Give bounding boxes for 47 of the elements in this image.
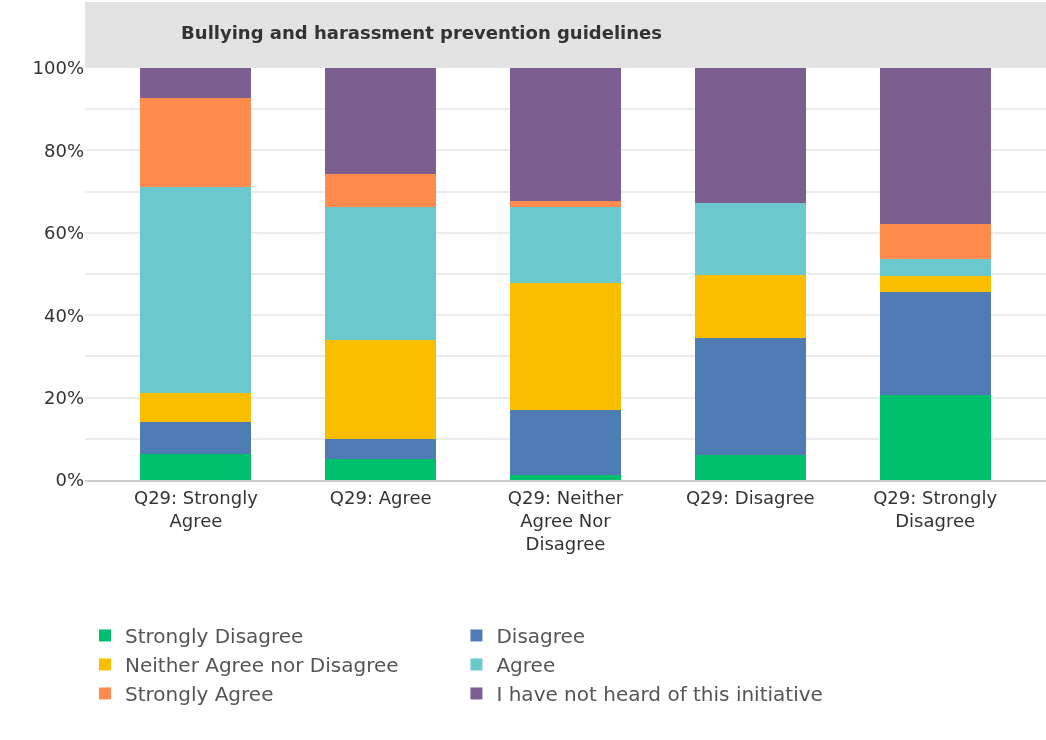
- bar: [325, 207, 437, 340]
- bar: [694, 337, 806, 455]
- bar: [510, 201, 621, 207]
- bar: [325, 439, 437, 460]
- bar: [325, 174, 437, 208]
- bar: [694, 202, 806, 276]
- y-tick-label: 0%: [55, 469, 84, 491]
- bar: [510, 409, 621, 476]
- x-tick-label: Q29: Strongly Disagree: [873, 486, 998, 531]
- x-tick-label: Q29: Disagree: [685, 486, 815, 508]
- bar: [325, 68, 437, 175]
- bar: [694, 454, 806, 480]
- bar: [140, 453, 252, 480]
- bar: [879, 395, 991, 480]
- bar: [694, 68, 806, 203]
- bar: [510, 475, 621, 480]
- bar: [140, 422, 252, 454]
- legend-label: Strongly Agree: [125, 682, 274, 707]
- y-tick-label: 100%: [32, 57, 84, 79]
- y-tick-label: 60%: [43, 222, 84, 244]
- bar: [510, 206, 621, 284]
- bar: [140, 393, 252, 423]
- bar: [140, 68, 252, 98]
- y-tick-label: 40%: [43, 304, 84, 326]
- bar: [879, 223, 991, 259]
- legend-label: Agree: [496, 653, 556, 678]
- bar: [879, 275, 991, 293]
- bar: [694, 275, 806, 338]
- bar: [879, 258, 991, 276]
- bar: [140, 97, 252, 187]
- chart-title: Bullying and harassment prevention guidelines: [181, 22, 663, 44]
- y-tick-label: 20%: [43, 386, 84, 408]
- bar: [879, 292, 991, 396]
- x-tick-label: Q29: Neither Agree Nor Disagree: [507, 486, 624, 555]
- bar: [325, 339, 437, 440]
- legend-label: I have not heard of this initiative: [496, 682, 823, 707]
- legend-label: Disagree: [496, 624, 586, 649]
- legend-label: Neither Agree nor Disagree: [125, 653, 399, 678]
- bar: [325, 459, 437, 480]
- bar: [879, 68, 991, 224]
- x-tick-label: Q29: Strongly Agree: [133, 486, 259, 531]
- bar: [140, 186, 252, 394]
- y-tick-label: 80%: [43, 139, 84, 161]
- bar: [510, 283, 621, 410]
- bar: [510, 68, 621, 202]
- x-tick-label: Q29: Agree: [329, 486, 432, 508]
- legend-label: Strongly Disagree: [125, 624, 304, 649]
